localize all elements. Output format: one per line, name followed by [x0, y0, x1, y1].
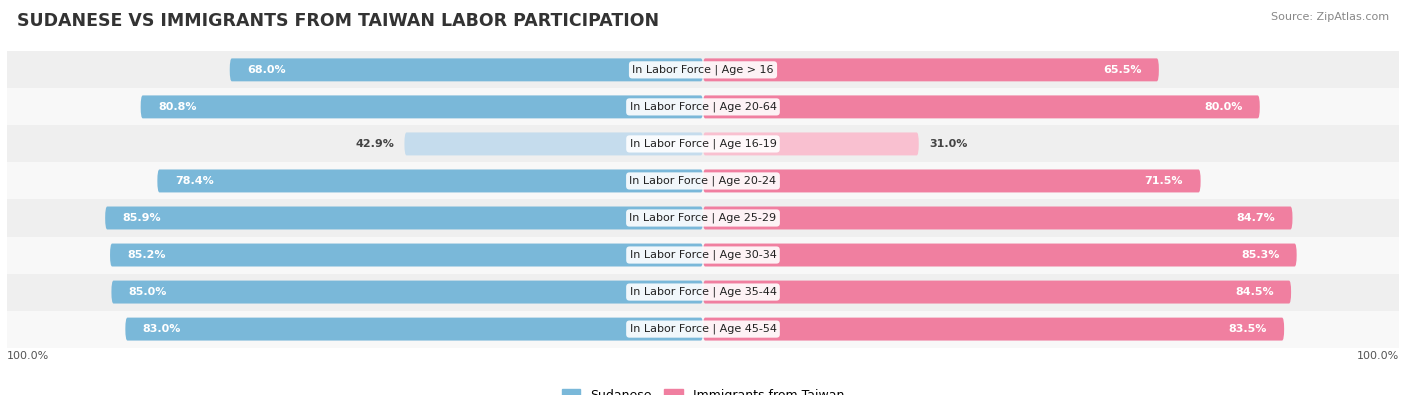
FancyBboxPatch shape: [405, 132, 703, 155]
FancyBboxPatch shape: [141, 96, 703, 118]
Text: In Labor Force | Age 16-19: In Labor Force | Age 16-19: [630, 139, 776, 149]
Text: 85.9%: 85.9%: [122, 213, 162, 223]
Text: 80.0%: 80.0%: [1204, 102, 1243, 112]
FancyBboxPatch shape: [110, 244, 703, 267]
Bar: [7, 51, 1399, 88]
Text: Source: ZipAtlas.com: Source: ZipAtlas.com: [1271, 12, 1389, 22]
Text: In Labor Force | Age 35-44: In Labor Force | Age 35-44: [630, 287, 776, 297]
Text: In Labor Force | Age 25-29: In Labor Force | Age 25-29: [630, 213, 776, 223]
Text: 85.2%: 85.2%: [128, 250, 166, 260]
Text: 100.0%: 100.0%: [7, 351, 49, 361]
Bar: [7, 126, 1399, 162]
FancyBboxPatch shape: [703, 207, 1292, 229]
FancyBboxPatch shape: [105, 207, 703, 229]
FancyBboxPatch shape: [703, 96, 1260, 118]
Text: In Labor Force | Age 20-24: In Labor Force | Age 20-24: [630, 176, 776, 186]
Text: 84.7%: 84.7%: [1236, 213, 1275, 223]
Text: 71.5%: 71.5%: [1144, 176, 1184, 186]
Bar: [7, 310, 1399, 348]
Text: 85.0%: 85.0%: [129, 287, 167, 297]
Text: 85.3%: 85.3%: [1241, 250, 1279, 260]
FancyBboxPatch shape: [703, 280, 1291, 303]
Bar: [7, 162, 1399, 199]
Bar: [7, 237, 1399, 273]
FancyBboxPatch shape: [157, 169, 703, 192]
Text: In Labor Force | Age 30-34: In Labor Force | Age 30-34: [630, 250, 776, 260]
Text: 84.5%: 84.5%: [1234, 287, 1274, 297]
Text: 83.5%: 83.5%: [1229, 324, 1267, 334]
FancyBboxPatch shape: [703, 169, 1201, 192]
Text: In Labor Force | Age 20-64: In Labor Force | Age 20-64: [630, 102, 776, 112]
Bar: [7, 199, 1399, 237]
Text: 65.5%: 65.5%: [1102, 65, 1142, 75]
Bar: [7, 88, 1399, 126]
FancyBboxPatch shape: [703, 132, 918, 155]
Legend: Sudanese, Immigrants from Taiwan: Sudanese, Immigrants from Taiwan: [557, 384, 849, 395]
FancyBboxPatch shape: [229, 58, 703, 81]
Text: In Labor Force | Age > 16: In Labor Force | Age > 16: [633, 65, 773, 75]
Text: 68.0%: 68.0%: [247, 65, 285, 75]
FancyBboxPatch shape: [125, 318, 703, 340]
FancyBboxPatch shape: [111, 280, 703, 303]
Text: In Labor Force | Age 45-54: In Labor Force | Age 45-54: [630, 324, 776, 334]
Text: 80.8%: 80.8%: [157, 102, 197, 112]
FancyBboxPatch shape: [703, 244, 1296, 267]
Text: 100.0%: 100.0%: [1357, 351, 1399, 361]
Text: 31.0%: 31.0%: [929, 139, 967, 149]
Text: 83.0%: 83.0%: [143, 324, 181, 334]
Text: SUDANESE VS IMMIGRANTS FROM TAIWAN LABOR PARTICIPATION: SUDANESE VS IMMIGRANTS FROM TAIWAN LABOR…: [17, 12, 659, 30]
Text: 78.4%: 78.4%: [174, 176, 214, 186]
FancyBboxPatch shape: [703, 318, 1284, 340]
Bar: [7, 273, 1399, 310]
FancyBboxPatch shape: [703, 58, 1159, 81]
Text: 42.9%: 42.9%: [356, 139, 394, 149]
